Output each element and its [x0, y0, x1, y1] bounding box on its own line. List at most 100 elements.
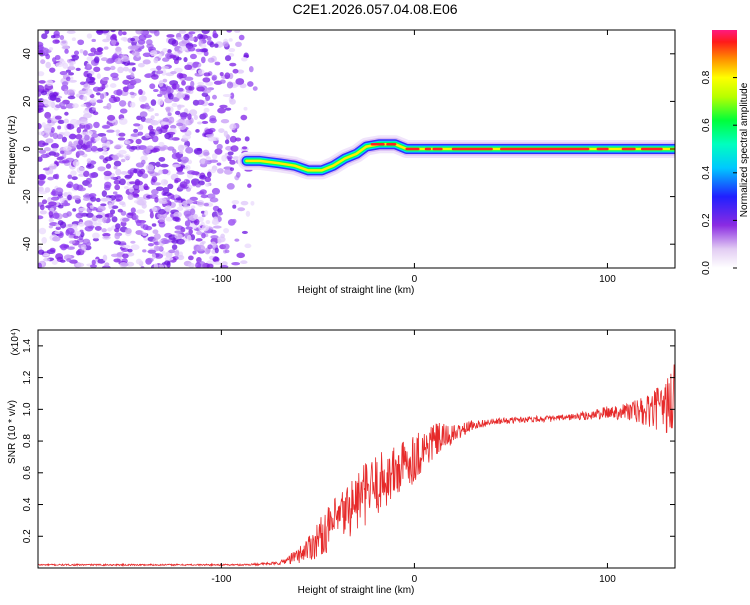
noise-blob — [38, 80, 46, 84]
noise-blob — [205, 81, 214, 86]
noise-blob — [55, 104, 62, 109]
noise-blob — [158, 53, 163, 59]
noise-blob — [209, 117, 217, 124]
noise-blob — [75, 67, 81, 71]
noise-blob — [120, 262, 129, 267]
noise-blob — [235, 78, 245, 85]
noise-blob — [162, 117, 170, 122]
noise-blob — [38, 262, 42, 268]
snr-y-tick-label: 1.4 — [22, 338, 33, 352]
noise-blob — [56, 256, 64, 263]
noise-blob — [221, 261, 228, 266]
noise-blob — [93, 50, 103, 56]
noise-blob — [201, 224, 209, 232]
spectrogram-y-tick-label: 20 — [22, 95, 33, 107]
noise-blob — [38, 249, 45, 255]
colorbar-tick-label: 0.6 — [701, 118, 712, 132]
noise-blob — [229, 135, 237, 143]
noise-blob — [187, 46, 196, 52]
noise-blob — [72, 208, 77, 212]
noise-blob — [188, 36, 195, 41]
noise-blob — [203, 202, 210, 207]
noise-blob — [63, 88, 69, 95]
snr-y-label: SNR (10 * v/v) — [7, 400, 18, 464]
noise-blob — [145, 147, 151, 154]
noise-blob — [142, 59, 151, 65]
noise-blob — [164, 206, 171, 212]
noise-blob — [62, 212, 70, 219]
noise-blob — [134, 185, 140, 190]
snr-y-ticks: 0.2 0.4 0.6 0.8 1.0 1.2 1.4 — [22, 338, 675, 543]
noise-blob — [155, 186, 164, 192]
noise-blob — [244, 243, 252, 249]
noise-blob — [67, 174, 73, 180]
noise-blob — [136, 199, 145, 206]
noise-blob — [212, 94, 217, 100]
noise-blob — [85, 76, 95, 84]
noise-blob — [75, 262, 85, 268]
noise-blob — [204, 176, 212, 183]
noise-blob — [113, 240, 122, 245]
noise-blob — [54, 173, 60, 180]
noise-blob — [101, 84, 106, 90]
noise-blob — [174, 230, 184, 234]
noise-blob — [101, 135, 107, 141]
noise-blob — [184, 220, 191, 227]
noise-blob — [176, 72, 184, 79]
noise-blob — [72, 230, 82, 235]
noise-blob — [202, 149, 210, 157]
noise-blob — [195, 262, 202, 268]
noise-blob — [52, 236, 61, 242]
noise-blob — [90, 47, 97, 53]
noise-blob — [84, 134, 90, 141]
noise-blob — [133, 168, 138, 174]
noise-blob — [54, 230, 61, 235]
spectrogram-y-tick-label: -40 — [22, 237, 33, 252]
noise-blob — [82, 50, 88, 56]
noise-blob — [156, 126, 162, 132]
noise-blob — [110, 72, 119, 78]
noise-blob — [52, 57, 57, 63]
noise-blob — [176, 171, 185, 175]
noise-blob — [176, 122, 184, 127]
noise-blob — [137, 62, 145, 68]
noise-blob — [65, 102, 75, 109]
noise-blob — [180, 114, 187, 120]
snr-panel: -100 0 100 0.2 0.4 0.6 0.8 1.0 1.2 1.4 Height of… — [7, 328, 676, 596]
noise-blob — [67, 65, 76, 71]
noise-blob — [170, 71, 177, 75]
noise-blob — [224, 107, 232, 111]
noise-blob — [156, 93, 163, 97]
noise-blob — [112, 154, 118, 161]
noise-blob — [85, 164, 95, 169]
noise-blob — [181, 80, 186, 86]
noise-blob — [73, 50, 80, 56]
noise-blob — [118, 178, 126, 186]
noise-blob — [195, 183, 201, 188]
noise-blob — [76, 127, 82, 134]
noise-blob — [224, 72, 231, 80]
noise-blob — [204, 247, 211, 255]
noise-blob — [66, 30, 76, 34]
noise-blob — [85, 177, 92, 184]
noise-blob — [123, 185, 129, 190]
spectrogram-x-ticks: -100 0 100 — [211, 30, 616, 285]
noise-blob — [38, 156, 43, 162]
snr-frame — [37, 329, 676, 569]
noise-blob — [216, 143, 223, 150]
noise-blob — [113, 179, 121, 185]
noise-blob — [127, 193, 134, 200]
noise-blob — [165, 107, 171, 113]
noise-blob — [38, 71, 45, 77]
noise-blob — [130, 101, 136, 108]
noise-blob — [121, 244, 131, 249]
noise-blob — [139, 168, 146, 175]
noise-blob — [212, 225, 222, 229]
noise-blob — [229, 167, 235, 171]
noise-blob — [231, 199, 240, 205]
noise-blob — [179, 150, 184, 155]
noise-blob — [172, 83, 177, 90]
noise-blob — [149, 83, 156, 90]
noise-blob — [190, 53, 197, 60]
noise-blob — [164, 132, 171, 140]
